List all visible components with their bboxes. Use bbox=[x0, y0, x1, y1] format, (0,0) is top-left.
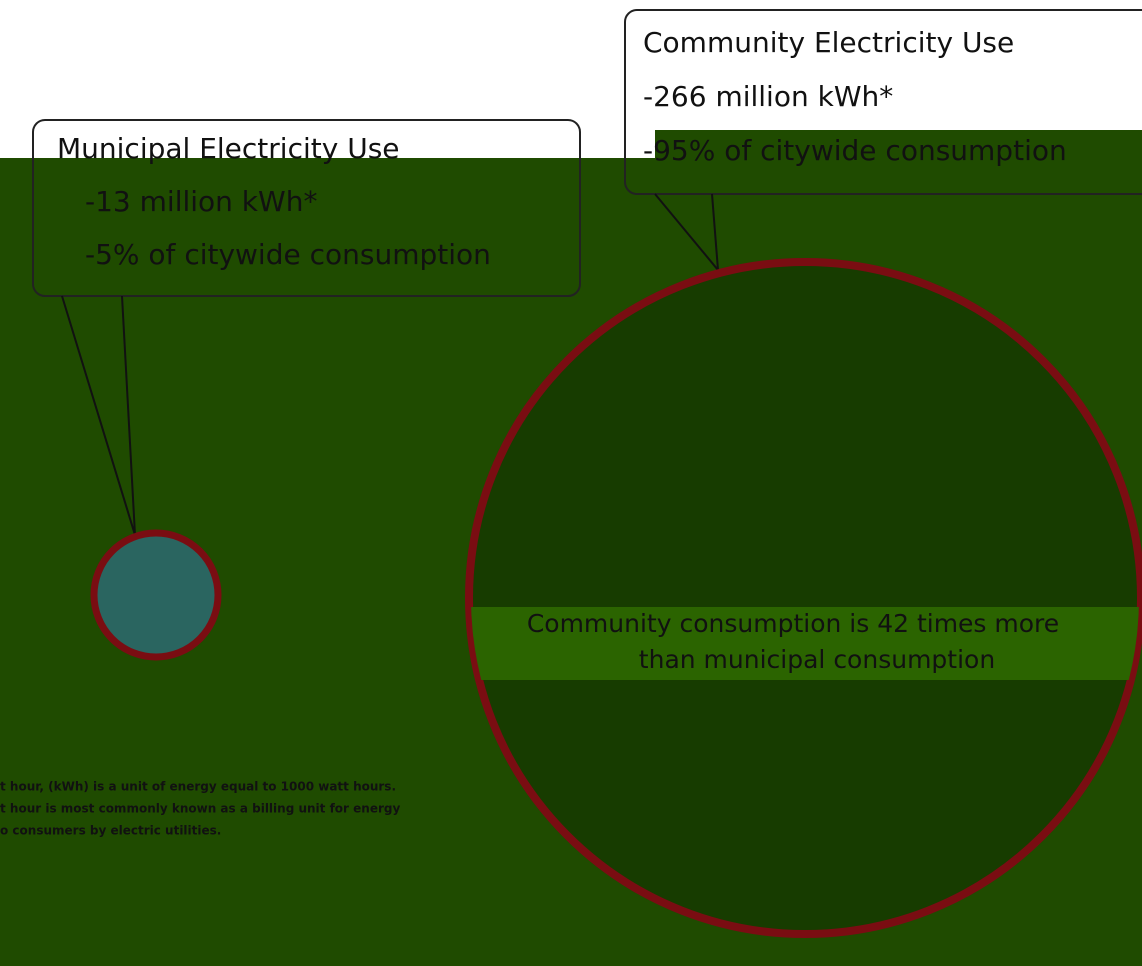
community-circle bbox=[469, 262, 1141, 934]
footnote: t hour is most commonly known as a billi… bbox=[0, 802, 400, 816]
municipal-circle bbox=[94, 533, 218, 657]
comparison-text: Community consumption is 42 times more bbox=[527, 609, 1059, 638]
callout-line: -13 million kWh* bbox=[85, 185, 317, 218]
callout-line: -266 million kWh* bbox=[643, 80, 893, 113]
callout-line: -95% of citywide consumption bbox=[643, 134, 1067, 167]
callout-title: Community Electricity Use bbox=[643, 26, 1014, 59]
callout-title: Municipal Electricity Use bbox=[57, 132, 400, 165]
comparison-text: than municipal consumption bbox=[639, 645, 995, 674]
footnote: o consumers by electric utilities. bbox=[0, 824, 221, 838]
page: {"municipal": {"title": "Municipal Elect… bbox=[0, 0, 1142, 966]
footnote: t hour, (kWh) is a unit of energy equal … bbox=[0, 780, 396, 794]
infographic: Community Electricity Use -266 million k… bbox=[0, 0, 1142, 966]
callout-line: -5% of citywide consumption bbox=[85, 238, 491, 271]
